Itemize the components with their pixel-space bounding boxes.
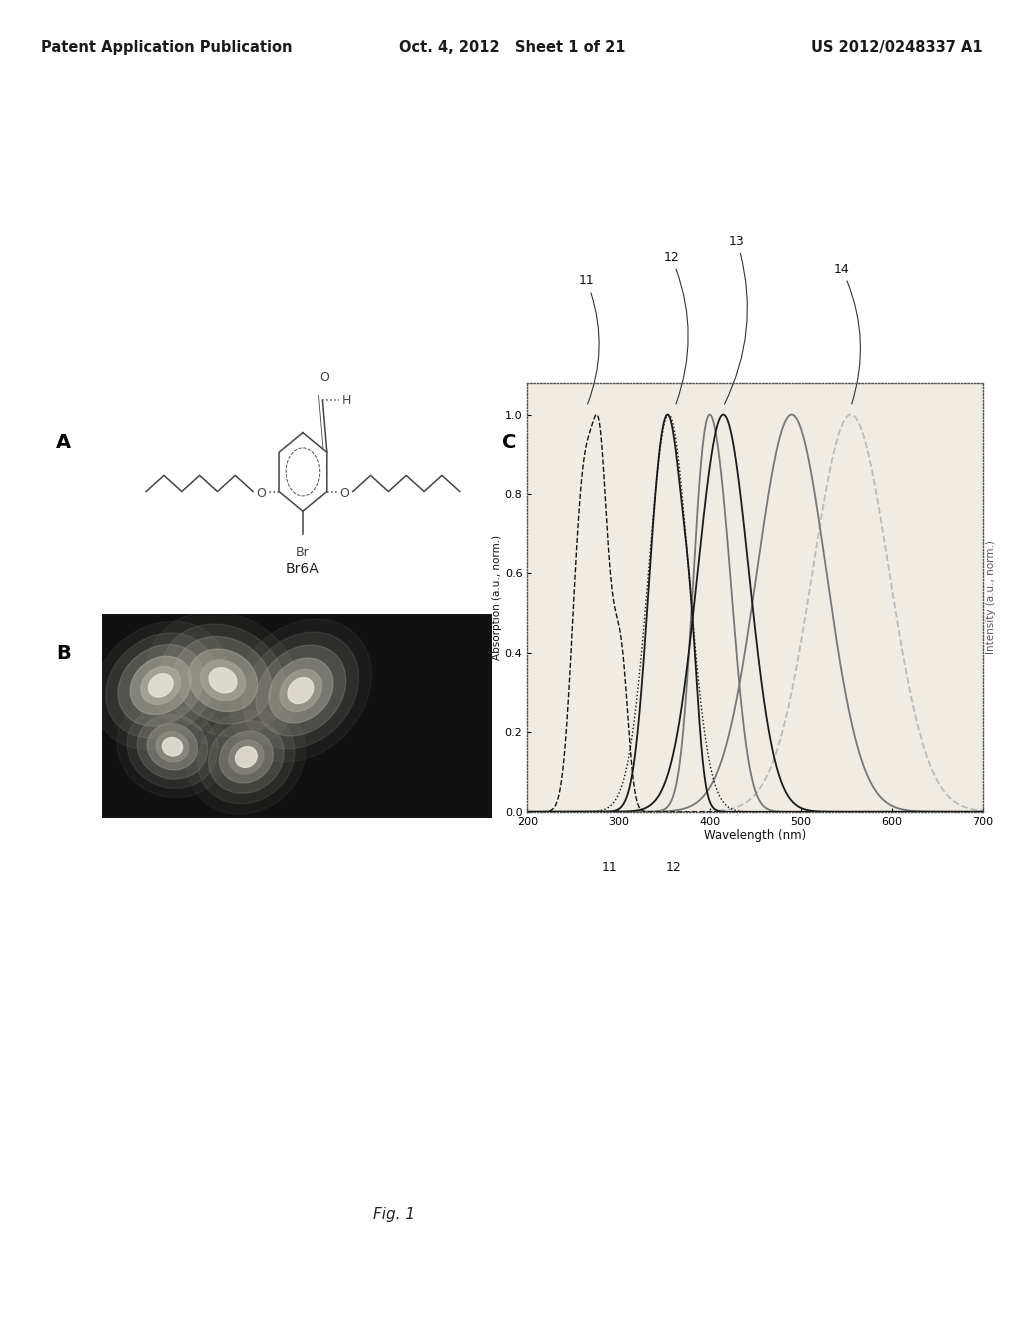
- Text: 11: 11: [579, 275, 599, 404]
- Text: 11: 11: [601, 862, 617, 874]
- Ellipse shape: [105, 632, 216, 738]
- Text: Oct. 4, 2012   Sheet 1 of 21: Oct. 4, 2012 Sheet 1 of 21: [398, 40, 626, 54]
- Ellipse shape: [146, 611, 299, 748]
- Text: 12: 12: [666, 862, 681, 874]
- Text: H: H: [342, 393, 351, 407]
- Text: 12: 12: [664, 251, 688, 404]
- Ellipse shape: [130, 656, 191, 714]
- Text: Br6A: Br6A: [286, 562, 319, 576]
- Ellipse shape: [219, 731, 273, 783]
- Text: Br: Br: [296, 546, 310, 558]
- Ellipse shape: [174, 636, 271, 725]
- Ellipse shape: [201, 660, 246, 701]
- Ellipse shape: [228, 741, 264, 774]
- Y-axis label: Intensity (a.u., norm.): Intensity (a.u., norm.): [986, 540, 995, 655]
- Text: Patent Application Publication: Patent Application Publication: [41, 40, 293, 54]
- Ellipse shape: [137, 714, 208, 779]
- Text: Fig. 1: Fig. 1: [373, 1206, 416, 1222]
- Text: 13: 13: [725, 235, 748, 404]
- Ellipse shape: [163, 738, 182, 756]
- Ellipse shape: [148, 673, 173, 697]
- Ellipse shape: [161, 624, 286, 737]
- Text: 14: 14: [834, 263, 860, 404]
- Text: A: A: [56, 433, 72, 451]
- Ellipse shape: [187, 700, 306, 814]
- Ellipse shape: [127, 705, 218, 788]
- Text: C: C: [502, 433, 516, 451]
- Ellipse shape: [236, 747, 257, 767]
- Text: O: O: [256, 487, 266, 500]
- Ellipse shape: [141, 667, 180, 705]
- Text: US 2012/0248337 A1: US 2012/0248337 A1: [811, 40, 983, 54]
- X-axis label: Wavelength (nm): Wavelength (nm): [705, 829, 806, 842]
- Ellipse shape: [198, 710, 295, 804]
- Y-axis label: Absorption (a.u., norm.): Absorption (a.u., norm.): [492, 535, 502, 660]
- Ellipse shape: [118, 644, 204, 726]
- Ellipse shape: [209, 721, 285, 793]
- Ellipse shape: [209, 668, 237, 693]
- Ellipse shape: [256, 645, 346, 737]
- Ellipse shape: [243, 632, 358, 748]
- Ellipse shape: [230, 619, 372, 762]
- Text: O: O: [340, 487, 349, 500]
- Text: O: O: [319, 371, 329, 384]
- Ellipse shape: [288, 677, 313, 704]
- Ellipse shape: [147, 723, 198, 770]
- Ellipse shape: [268, 659, 333, 723]
- Ellipse shape: [93, 622, 228, 750]
- Ellipse shape: [280, 669, 322, 711]
- Text: B: B: [56, 644, 71, 663]
- Ellipse shape: [156, 731, 188, 762]
- Ellipse shape: [117, 696, 228, 797]
- Ellipse shape: [188, 649, 258, 711]
